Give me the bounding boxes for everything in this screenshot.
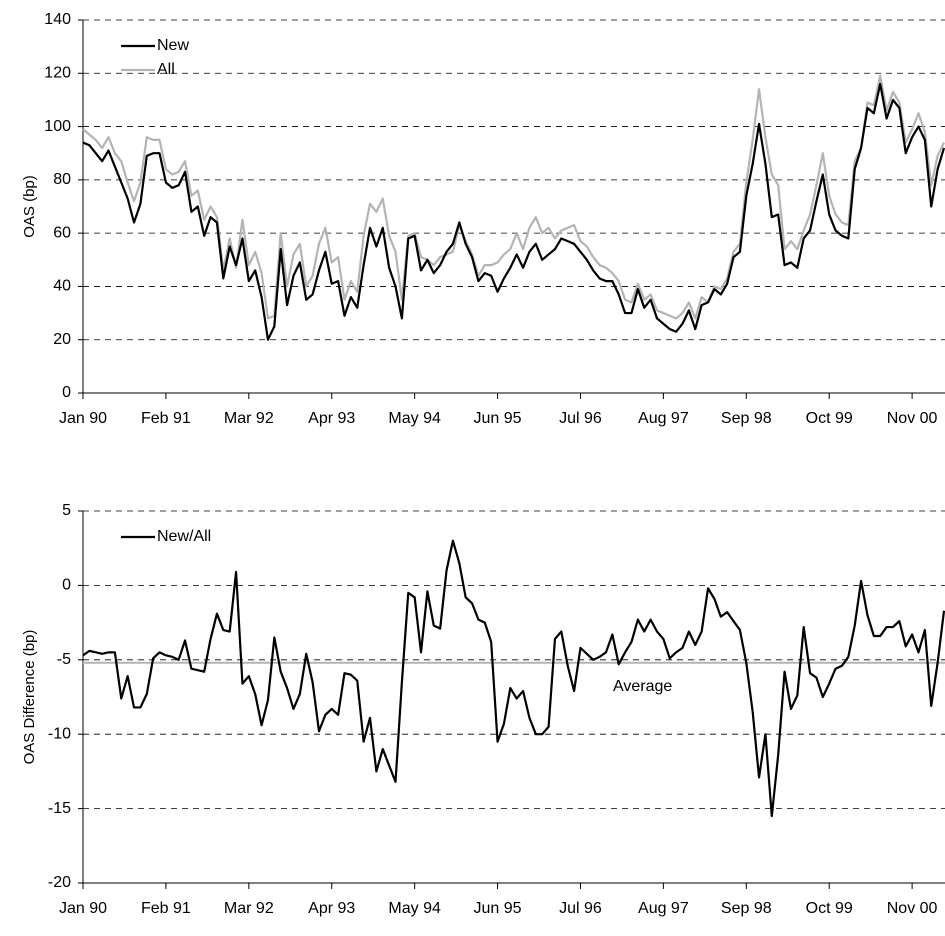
y-tick-label: -15 [48,800,71,817]
y-tick-label: 120 [44,65,71,82]
line-series [82,539,945,818]
line-series [82,82,945,341]
x-tick-label: Nov 00 [887,410,938,427]
x-tick-label: Feb 91 [141,900,191,917]
legend-label: New [157,37,189,54]
x-tick-label: Apr 93 [308,900,355,917]
x-tick-label: Jul 96 [559,410,602,427]
y-axis-title: OAS (bp) [21,175,38,238]
y-tick-label: 20 [53,331,71,348]
x-tick-label: Apr 93 [308,410,355,427]
y-tick-label: -20 [48,874,71,891]
y-tick-label: 0 [62,577,71,594]
x-tick-label: Jan 90 [59,900,107,917]
x-tick-label: Nov 00 [887,900,938,917]
y-tick-label: 40 [53,278,71,295]
x-tick-label: Aug 97 [638,410,689,427]
y-tick-label: 60 [53,224,71,241]
x-tick-label: Sep 98 [721,900,772,917]
x-tick-label: Mar 92 [224,410,274,427]
legend-label: New/All [157,528,211,545]
x-tick-label: Oct 99 [806,900,853,917]
reference-label: Average [613,678,672,695]
y-tick-label: 80 [53,171,71,188]
x-tick-label: Jan 90 [59,410,107,427]
y-tick-label: 100 [44,118,71,135]
y-tick-label: 5 [62,502,71,519]
x-tick-label: Mar 92 [224,900,274,917]
y-axis-title: OAS Difference (bp) [21,630,38,765]
y-tick-label: -5 [57,651,71,668]
y-tick-label: 0 [62,384,71,401]
x-tick-label: Oct 99 [806,410,853,427]
line-series [82,74,945,320]
x-tick-label: May 94 [388,900,441,917]
x-tick-label: Jul 96 [559,900,602,917]
x-tick-label: Jun 95 [474,410,522,427]
x-tick-label: May 94 [388,410,441,427]
x-tick-label: Aug 97 [638,900,689,917]
x-tick-label: Feb 91 [141,410,191,427]
legend-label: All [157,61,175,78]
y-tick-label: -10 [48,725,71,742]
x-tick-label: Jun 95 [474,900,522,917]
y-tick-label: 140 [44,11,71,28]
x-tick-label: Sep 98 [721,410,772,427]
